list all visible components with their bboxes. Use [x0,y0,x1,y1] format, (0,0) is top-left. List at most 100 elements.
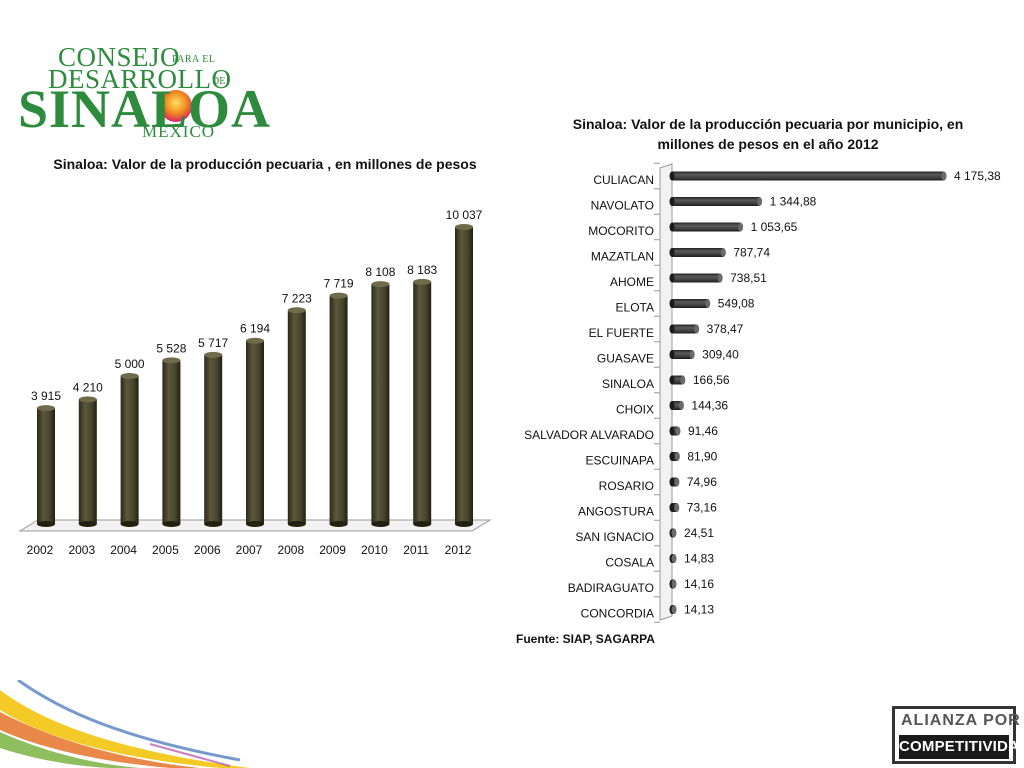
bar-concordia [669,605,677,614]
bar-2012 [455,224,473,527]
x-tick-label: 2007 [236,543,263,557]
x-tick-label: 2003 [68,543,95,557]
bar-2005 [162,357,181,527]
y-tick-label: BADIRAGUATO [568,581,654,595]
data-label: 91,46 [688,424,718,438]
data-label: 7 719 [324,277,354,291]
y-tick-label: MAZATLAN [591,250,654,264]
data-label: 14,83 [684,552,714,566]
source-note: Fuente: SIAP, SAGARPA [516,632,655,646]
bar-mazatlan [669,248,726,257]
bar-2004 [120,373,139,527]
data-label: 4 210 [73,380,103,394]
bar-el-fuerte [669,324,700,334]
y-tick-label: SAN IGNACIO [575,530,654,544]
data-label: 24,51 [684,526,714,540]
right-chart-title: Sinaloa: Valor de la producción pecuaria… [572,116,964,152]
sun-icon [160,90,192,122]
bar-2003 [78,396,97,527]
bar-2008 [287,307,306,527]
bar-elota [669,299,711,308]
consejo-logo: CONSEJO PARA EL DESARROLLO DE SINALOA ME… [14,40,270,142]
x-tick-label: 2012 [445,543,472,557]
bar-escuinapa [669,452,680,461]
bar-guasave [669,350,695,359]
data-label: 549,08 [718,297,755,311]
bar-rosario [669,477,680,487]
x-tick-label: 2002 [27,543,54,557]
alianza-logo: ALIANZA POR LA COMPETITIVIDAD [892,706,1024,764]
y-tick-label: ANGOSTURA [578,505,654,519]
data-label: 738,51 [730,271,767,285]
bar-sinaloa [669,375,686,385]
y-tick-label: COSALA [605,556,654,570]
bar-2010 [371,281,390,527]
bar-san-ignacio [669,528,677,538]
y-tick-label: ESCUINAPA [586,454,654,468]
data-label: 5 717 [198,336,228,350]
data-label: 4 175,38 [954,169,1001,183]
y-tick-label: AHOME [610,275,654,289]
bar-angostura [669,503,680,512]
data-label: 309,40 [702,348,739,362]
data-label: 1 053,65 [751,220,798,234]
y-tick-label: CHOIX [616,403,654,417]
y-tick-label: ROSARIO [599,479,654,493]
bar-2007 [246,337,264,527]
data-label: 74,96 [687,475,717,489]
x-tick-label: 2008 [277,543,304,557]
decorative-swoosh [0,680,250,768]
data-label: 6 194 [240,322,270,336]
left-chart-title: Sinaloa: Valor de la producción pecuaria… [53,156,477,172]
x-tick-label: 2010 [361,543,388,557]
bar-choix [669,401,684,410]
x-tick-label: 2005 [152,543,179,557]
data-label: 5 528 [156,341,186,355]
data-label: 10 037 [446,208,483,222]
bar-2011 [413,278,432,527]
bar-ahome [669,273,723,283]
data-label: 14,16 [684,577,714,591]
logo-line-sinaloa: SINALOA [18,79,272,139]
y-tick-label: EL FUERTE [589,326,654,340]
data-label: 1 344,88 [770,195,817,209]
bar-navolato [669,197,763,206]
x-tick-label: 2011 [403,543,429,557]
data-label: 378,47 [707,322,744,336]
bar-mocorito [669,222,744,232]
logo-line-de: DE [212,76,226,87]
y-tick-label: SALVADOR ALVARADO [524,428,654,442]
bar-badiraguato [669,579,677,589]
data-label: 14,13 [684,603,714,617]
y-tick-label: ELOTA [616,301,654,315]
x-tick-label: 2006 [194,543,221,557]
data-label: 8 108 [365,265,395,279]
bar-2009 [329,292,348,527]
chart-axis [654,162,673,623]
data-label: 166,56 [693,373,730,387]
x-tick-label: 2004 [110,543,137,557]
x-tick-label: 2009 [319,543,346,557]
bar-2006 [204,351,223,527]
bar-culiacan [669,171,947,181]
y-tick-label: SINALOA [602,377,654,391]
data-label: 7 223 [282,291,312,305]
data-label: 5 000 [115,357,145,371]
y-tick-label: NAVOLATO [591,199,654,213]
data-label: 144,36 [691,399,728,413]
y-tick-label: GUASAVE [597,352,654,366]
alianza-logo-line2: COMPETITIVIDAD [899,735,1024,759]
data-label: 73,16 [687,501,717,515]
bar-cosala [669,554,677,563]
logo-line-para-el: PARA EL [172,54,216,65]
logo-line-desarrollo: DESARROLLO [48,64,232,94]
logo-line-mexico: MEXICO [142,122,216,141]
bar-2002 [37,405,55,527]
y-tick-label: MOCORITO [588,224,654,238]
data-label: 8 183 [407,263,437,277]
data-label: 3 915 [31,389,61,403]
alianza-logo-line1: ALIANZA POR LA [901,712,1024,729]
data-label: 81,90 [687,450,717,464]
